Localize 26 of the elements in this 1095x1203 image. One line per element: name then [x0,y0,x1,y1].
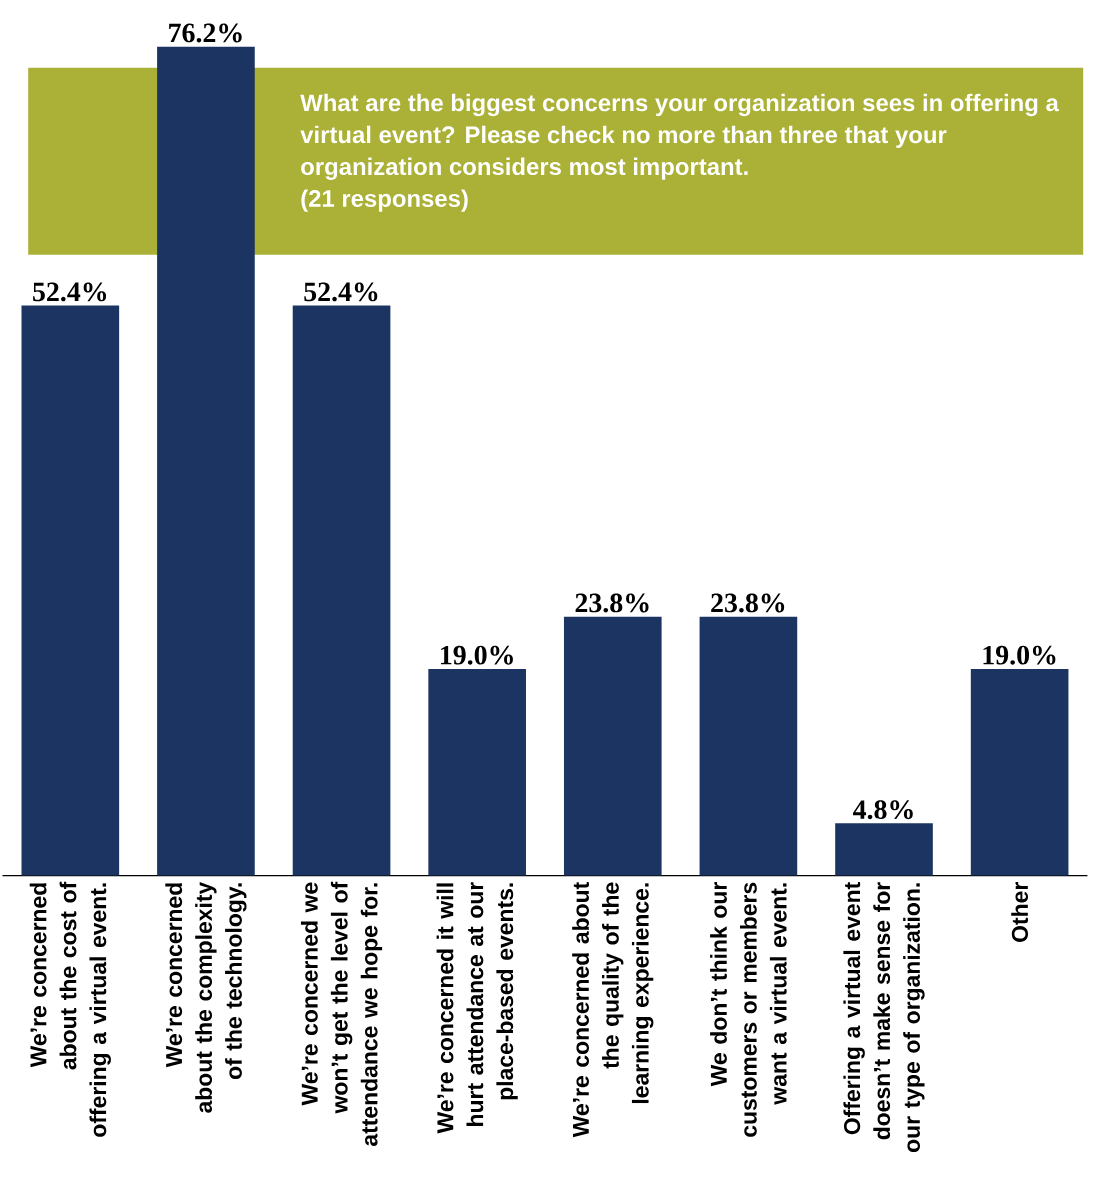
bar [157,46,255,876]
data-label: 52.4% [304,282,378,302]
bar [292,305,391,876]
x-tick-label: We don’t think our customers or members want a virtual event. [710,882,787,1137]
data-label: 76.2% [169,23,242,43]
x-tick-label: We’re concerned we won’t get the level of attendance we hope for. [300,881,383,1146]
bar [428,668,526,876]
bar [21,305,120,876]
bar [563,616,662,876]
x-tick-label: We’re concerned about the quality of the learning experience. [572,882,654,1138]
data-label: 19.0% [983,645,1056,665]
x-tick-label: Other [1011,882,1029,942]
x-tick-label: Offering a virtual event doesn’t make sense for our type of organization. [843,882,925,1153]
text: What are the biggest concerns your organization sees in offering a virtual event? Please check no more than three that your organization considers most important. [300,93,1059,180]
x-tick-label: We’re concerned about the complexity of the technology. [165,881,247,1113]
x-tick-label: We’re concerned about the cost of offering a virtual event. [29,881,111,1137]
bar [699,616,798,876]
x-tick-label: We’re concerned it will hurt attendance at our place-based events. [436,882,518,1134]
data-label: 23.8% [711,593,785,613]
bar [970,668,1069,876]
data-label: 23.8% [575,593,649,613]
data-label: 4.8% [853,800,913,820]
data-label: 52.4% [33,282,107,302]
data-label: 19.0% [441,645,513,665]
bar [835,823,933,876]
text: (21 responses) [301,189,468,212]
